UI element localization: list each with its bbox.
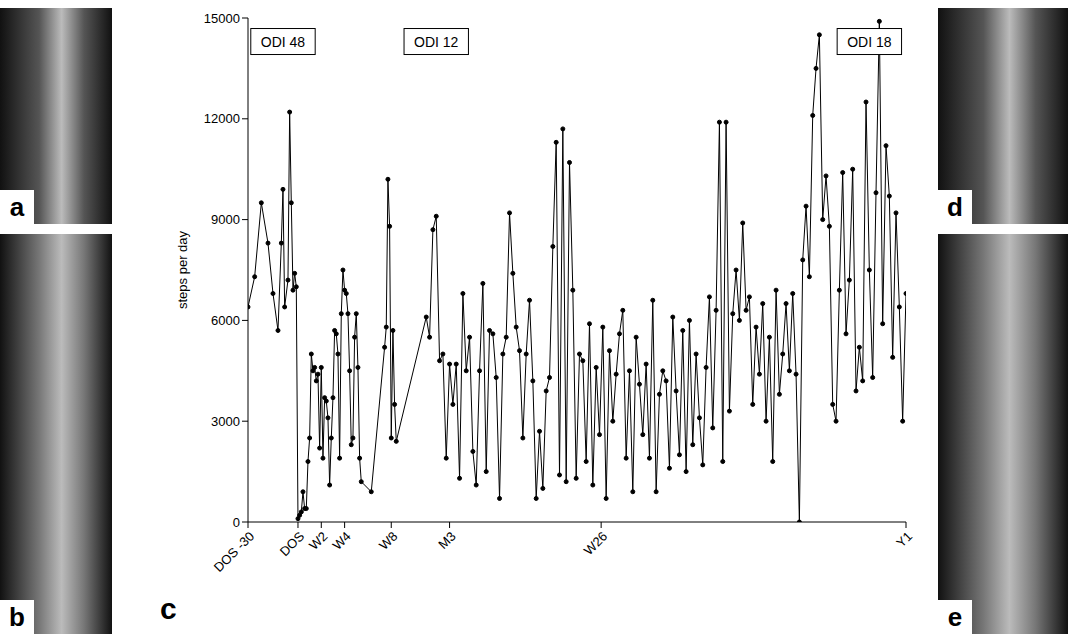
html-text:a: a (9, 191, 25, 222)
svg-text:3000: 3000 (211, 414, 240, 429)
svg-text:W26: W26 (581, 529, 611, 559)
svg-text:Y1: Y1 (893, 529, 915, 551)
svg-text:DOS: DOS (277, 528, 308, 559)
html-text:d: d (947, 191, 963, 222)
html-text:b: b (9, 601, 25, 632)
svg-text:15000: 15000 (204, 11, 240, 26)
svg-text:M3: M3 (435, 529, 458, 552)
svg-text:9000: 9000 (211, 212, 240, 227)
svg-text:W4: W4 (329, 529, 353, 553)
svg-text:0: 0 (233, 515, 240, 530)
svg-text:6000: 6000 (211, 313, 240, 328)
svg-text:ODI 18: ODI 18 (847, 34, 892, 50)
svg-text:steps per day: steps per day (175, 230, 190, 309)
html-text:e: e (947, 601, 963, 632)
svg-text:12000: 12000 (204, 111, 240, 126)
svg-text:ODI 48: ODI 48 (261, 34, 306, 50)
html-text:c: c (160, 592, 177, 625)
svg-text:DOS -30: DOS -30 (211, 529, 257, 575)
svg-text:ODI 12: ODI 12 (414, 34, 459, 50)
svg-text:W8: W8 (376, 529, 400, 553)
svg-text:W2: W2 (306, 529, 330, 553)
